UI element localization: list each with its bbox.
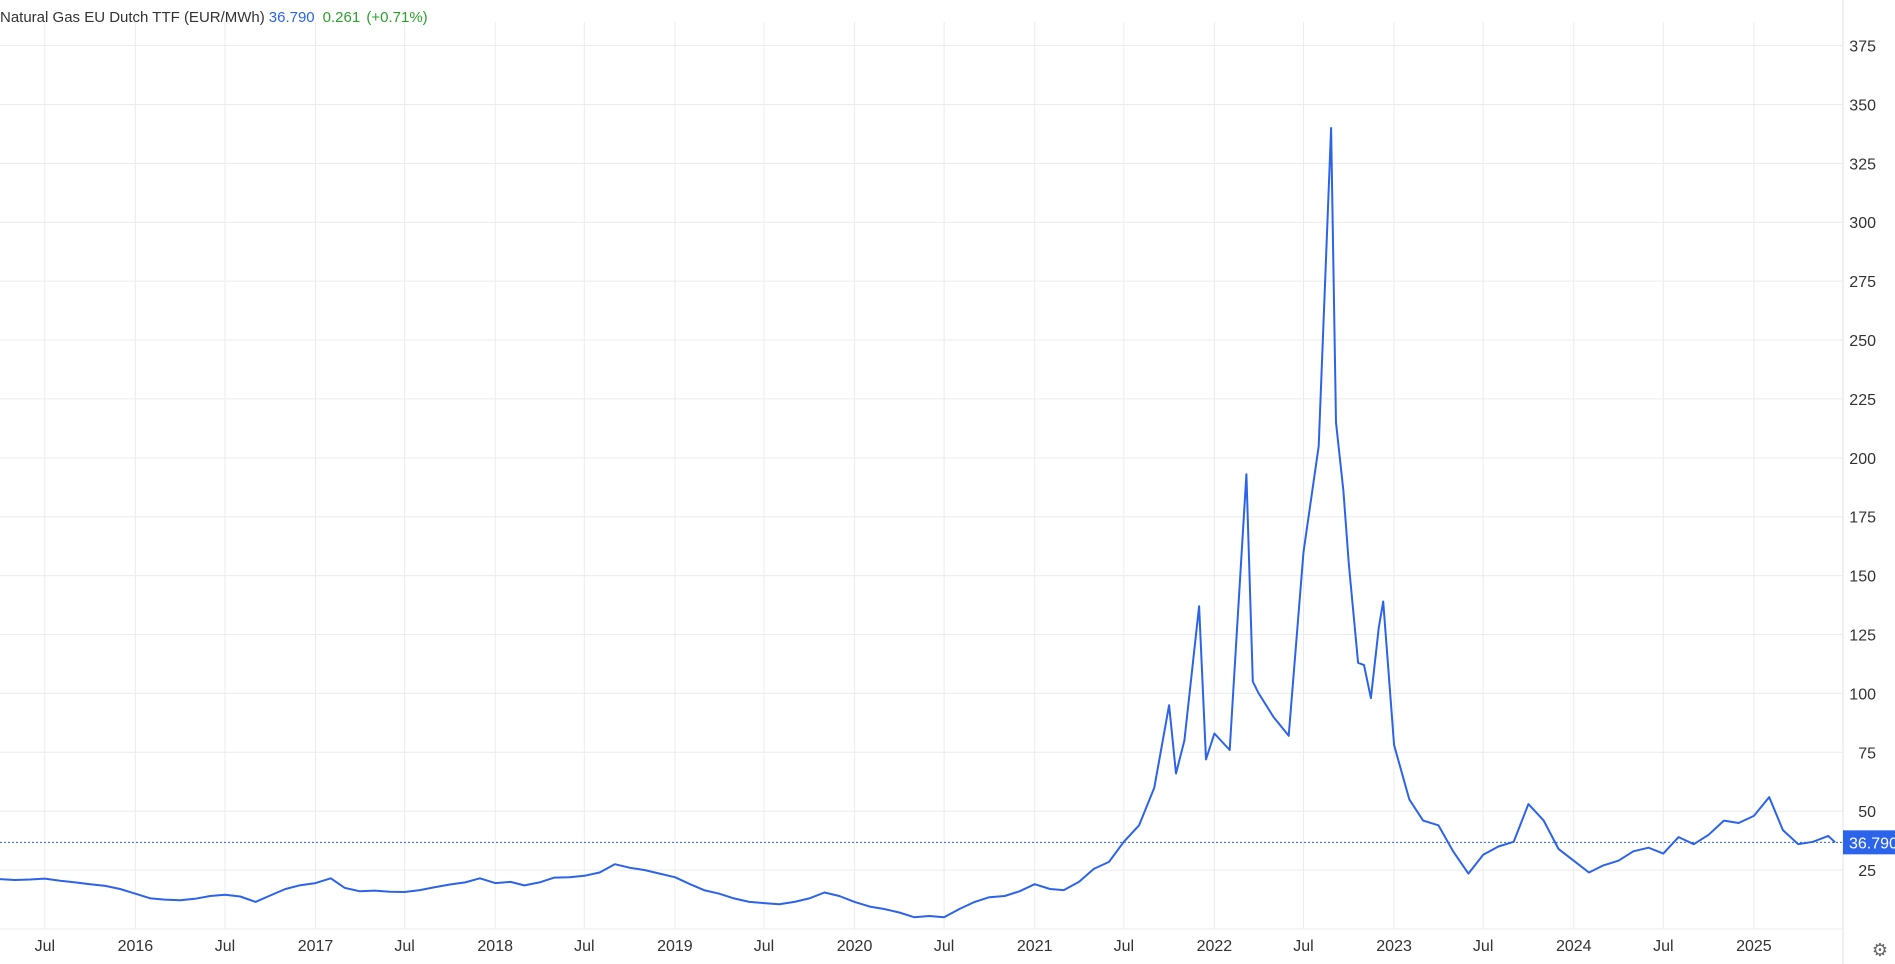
y-tick-label: 200 bbox=[1849, 451, 1876, 468]
price-line bbox=[0, 127, 1836, 919]
y-tick-label: 275 bbox=[1849, 274, 1876, 291]
y-tick-label: 75 bbox=[1858, 745, 1876, 762]
y-tick-label: 300 bbox=[1849, 215, 1876, 232]
x-tick-label: Jul bbox=[394, 938, 414, 955]
x-tick-label: 2024 bbox=[1556, 938, 1592, 955]
x-tick-label: Jul bbox=[35, 938, 55, 955]
x-tick-label: Jul bbox=[574, 938, 594, 955]
y-tick-label: 225 bbox=[1849, 392, 1876, 409]
instrument-title: Natural Gas EU Dutch TTF (EUR/MWh) bbox=[0, 9, 265, 26]
x-tick-label: 2021 bbox=[1017, 938, 1053, 955]
y-tick-label: 250 bbox=[1849, 333, 1876, 350]
x-tick-label: Jul bbox=[754, 938, 774, 955]
last-price-badge: 36.790 bbox=[1843, 830, 1895, 855]
x-tick-label: 2025 bbox=[1736, 938, 1772, 955]
x-tick-label: 2016 bbox=[118, 938, 154, 955]
x-tick-label: 2018 bbox=[477, 938, 513, 955]
x-tick-label: Jul bbox=[1653, 938, 1673, 955]
x-tick-label: 2020 bbox=[837, 938, 873, 955]
x-tick-label: 2023 bbox=[1376, 938, 1412, 955]
chart-header: Natural Gas EU Dutch TTF (EUR/MWh) 36.790… bbox=[0, 9, 428, 26]
y-tick-label: 175 bbox=[1849, 510, 1876, 527]
y-tick-label: 50 bbox=[1858, 804, 1876, 821]
x-tick-label: Jul bbox=[1473, 938, 1493, 955]
y-tick-label: 375 bbox=[1849, 39, 1876, 56]
last-price-badge-bg bbox=[1843, 830, 1895, 855]
y-tick-label: 125 bbox=[1849, 628, 1876, 645]
x-tick-label: Jul bbox=[934, 938, 954, 955]
x-axis-labels: Jul 2016 Jul 2017 Jul 2018 Jul 2019 Jul 2020 Jul 20… bbox=[35, 938, 1772, 955]
x-tick-label: 2017 bbox=[298, 938, 334, 955]
x-tick-label: Jul bbox=[215, 938, 235, 955]
y-tick-label: 100 bbox=[1849, 686, 1876, 703]
y-axis-labels: 25 50 75 100 125 150 175 200 225 250 275 300 325 350 3… bbox=[1849, 39, 1876, 881]
grid-lines bbox=[0, 22, 1843, 930]
last-price: 36.790 bbox=[268, 9, 315, 26]
x-tick-label: Jul bbox=[1293, 938, 1313, 955]
y-tick-label: 150 bbox=[1849, 569, 1876, 586]
price-change: 0.261 bbox=[322, 9, 361, 26]
gear-icon[interactable]: ⚙ bbox=[1871, 940, 1888, 960]
price-change-percent: (+0.71%) bbox=[366, 9, 428, 26]
x-tick-label: 2022 bbox=[1197, 938, 1233, 955]
x-tick-label: 2019 bbox=[657, 938, 693, 955]
x-tick-label: Jul bbox=[1114, 938, 1134, 955]
y-tick-label: 325 bbox=[1849, 156, 1876, 173]
last-price-badge-label: 36.790 bbox=[1849, 835, 1895, 852]
y-tick-label: 25 bbox=[1858, 863, 1876, 880]
y-tick-label: 350 bbox=[1849, 97, 1876, 114]
